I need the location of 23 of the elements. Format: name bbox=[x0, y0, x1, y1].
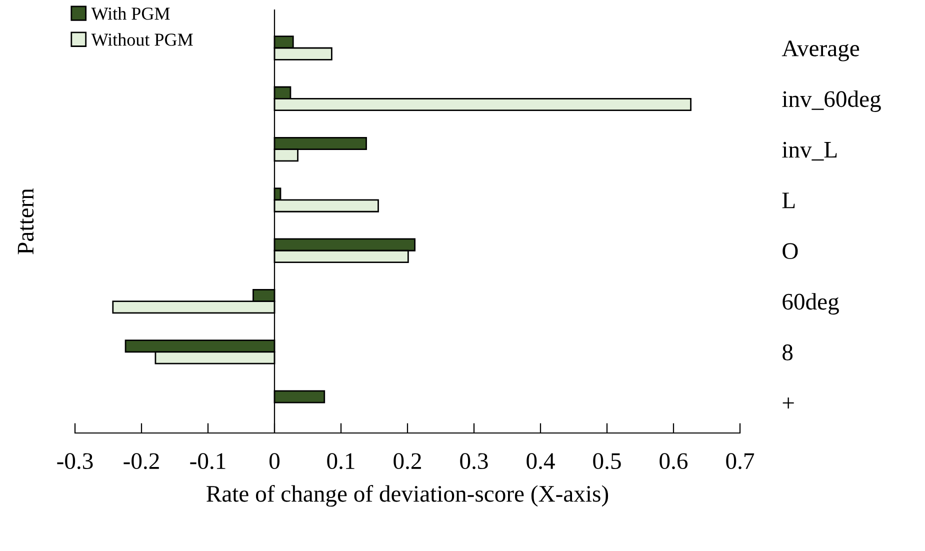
x-tick-label: 0 bbox=[269, 453, 280, 470]
x-tick-label: -0.3 bbox=[57, 453, 93, 470]
y-tick-label: + bbox=[782, 397, 794, 408]
x-tick-label: 0.1 bbox=[327, 453, 354, 470]
y-tick-label: Average bbox=[782, 40, 860, 62]
y-tick-label: O bbox=[782, 243, 798, 260]
y-tick-label: 8 bbox=[782, 344, 793, 360]
x-tick-label: -0.1 bbox=[190, 453, 226, 470]
x-tick-label: 0.5 bbox=[593, 453, 621, 470]
x-tick-label: 0.2 bbox=[394, 453, 421, 470]
legend-label: Without PGM bbox=[91, 33, 193, 46]
x-tick-label: 0.3 bbox=[460, 453, 488, 470]
y-tick-label: 60deg bbox=[782, 293, 839, 315]
x-tick-label: -0.2 bbox=[124, 453, 159, 470]
y-tick-label: inv_60deg bbox=[782, 90, 881, 112]
y-axis-title: Pattern bbox=[18, 188, 34, 254]
legend-label: With PGM bbox=[91, 7, 170, 20]
x-tick-label: 0.4 bbox=[526, 453, 555, 470]
x-axis-title: Rate of change of deviation-score (X-axis) bbox=[206, 484, 608, 507]
x-tick-label: 0.6 bbox=[660, 453, 688, 470]
y-tick-label: L bbox=[782, 192, 795, 208]
y-tick-label: inv_L bbox=[782, 142, 837, 161]
x-tick-label: 0.7 bbox=[726, 453, 754, 470]
